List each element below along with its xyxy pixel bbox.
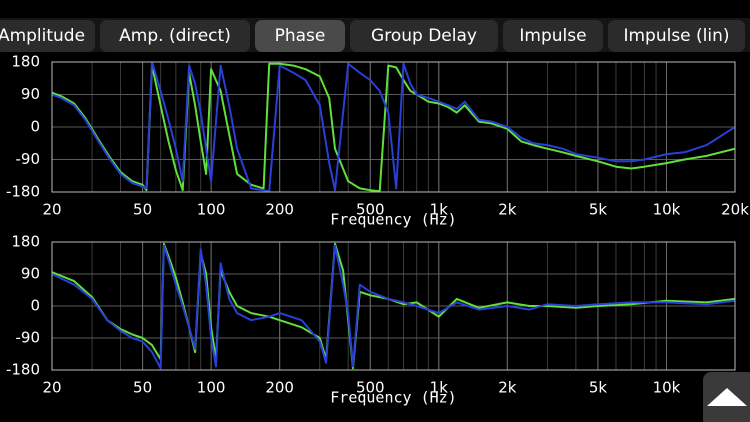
x-tick-label: 1k bbox=[430, 201, 449, 219]
y-tick-label: 90 bbox=[21, 265, 40, 283]
tab-background[interactable] bbox=[350, 20, 498, 52]
x-tick-label: 2k bbox=[498, 379, 517, 397]
x-tick-label: 20k bbox=[721, 201, 749, 219]
x-tick-label: 200 bbox=[265, 379, 294, 397]
tab[interactable]: Impulse (lin) bbox=[608, 20, 745, 52]
tab-label[interactable]: Amp. (direct) bbox=[119, 26, 231, 46]
x-tick-label: 50 bbox=[133, 201, 152, 219]
x-axis-label: Frequency (Hz) bbox=[330, 211, 456, 229]
y-tick-label: 180 bbox=[11, 53, 40, 71]
tab[interactable]: Phase bbox=[255, 20, 345, 52]
x-tick-label: 50 bbox=[133, 379, 152, 397]
x-tick-label: 5k bbox=[589, 379, 608, 397]
tab-label[interactable]: Phase bbox=[275, 26, 326, 46]
tab[interactable]: Impulse bbox=[503, 20, 603, 52]
tab-label[interactable]: Group Delay bbox=[371, 26, 477, 46]
x-tick-label: 2k bbox=[498, 201, 517, 219]
x-tick-label: 500 bbox=[356, 201, 385, 219]
tab[interactable]: Group Delay bbox=[350, 20, 498, 52]
tab-background[interactable] bbox=[100, 20, 250, 52]
x-axis-label: Frequency (Hz) bbox=[330, 389, 456, 407]
tabs: Amplitude Amp. (direct) Phase Group Delay Im… bbox=[0, 20, 745, 52]
x-tick-label: 20 bbox=[42, 379, 61, 397]
x-tick-label: 200 bbox=[265, 201, 294, 219]
x-tick-label: 5k bbox=[589, 201, 608, 219]
tab-background[interactable] bbox=[608, 20, 745, 52]
x-tick-label: 10k bbox=[653, 201, 681, 219]
y-tick-label: 90 bbox=[21, 85, 40, 103]
series-line bbox=[52, 62, 735, 192]
scroll-up-button[interactable] bbox=[703, 372, 750, 422]
series-line bbox=[52, 244, 735, 370]
tab-background[interactable] bbox=[503, 20, 603, 52]
chart: -180 -90 0 90 180 20 50 100 200 500 1k 2k 5k 10k 20k Fr… bbox=[6, 53, 749, 229]
x-tick-label: 20 bbox=[42, 201, 61, 219]
tab-label[interactable]: Amplitude bbox=[0, 26, 85, 46]
x-tick-label: 100 bbox=[197, 379, 226, 397]
tab-background[interactable] bbox=[255, 20, 345, 52]
x-tick-label: 1k bbox=[430, 379, 449, 397]
y-tick-label: 180 bbox=[11, 233, 40, 251]
y-tick-label: -90 bbox=[16, 150, 41, 168]
x-tick-label: 100 bbox=[197, 201, 226, 219]
tab-label[interactable]: Impulse (lin) bbox=[623, 26, 729, 46]
y-tick-label: -180 bbox=[6, 183, 40, 201]
tab[interactable]: Amp. (direct) bbox=[100, 20, 250, 52]
series-line bbox=[52, 62, 735, 192]
y-tick-label: 0 bbox=[30, 118, 40, 136]
tab[interactable]: Amplitude bbox=[0, 20, 95, 52]
tab-label[interactable]: Impulse bbox=[519, 26, 586, 46]
y-tick-label: -90 bbox=[16, 329, 41, 347]
y-tick-label: 0 bbox=[30, 297, 40, 315]
y-tick-label: -180 bbox=[6, 361, 40, 379]
tab-background[interactable] bbox=[0, 20, 95, 52]
plot-frame bbox=[51, 241, 736, 371]
x-tick-label: 10k bbox=[653, 379, 681, 397]
x-tick-label: 500 bbox=[356, 379, 385, 397]
chart: -180-9009018020501002005001k2k5k10k20kFr… bbox=[6, 233, 749, 407]
plot-frame bbox=[51, 61, 736, 193]
